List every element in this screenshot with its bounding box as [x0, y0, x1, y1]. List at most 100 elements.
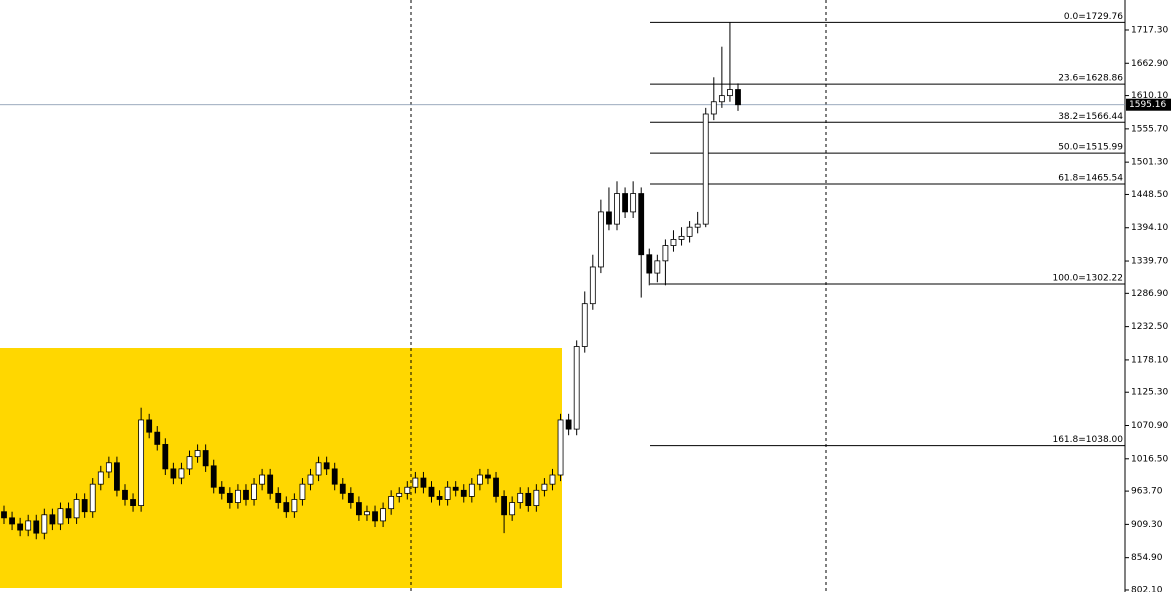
candle-body [702, 113, 709, 225]
candle-body [243, 489, 249, 500]
candle-body [202, 450, 209, 467]
candle-body [485, 474, 491, 479]
candle-body [638, 193, 645, 256]
candle-body [517, 492, 524, 503]
candle-body [218, 486, 225, 494]
current-price-label: 1595.16 [1129, 100, 1166, 110]
candle-body [1, 511, 7, 519]
candle-body [356, 502, 362, 516]
y-tick-label: 1178.10 [1131, 355, 1168, 365]
candle-body [299, 483, 306, 500]
y-tick-label: 1125.30 [1131, 388, 1168, 398]
fib-label: 38.2=1566.44 [1058, 112, 1123, 122]
candle-body [654, 260, 661, 274]
candle-body [662, 245, 669, 262]
candle-body [428, 486, 435, 497]
candle-body [25, 520, 32, 531]
highlight-zone [0, 348, 562, 588]
fib-label: 0.0=1729.76 [1064, 12, 1123, 22]
candle-body [622, 193, 628, 213]
candle-body [509, 502, 516, 516]
candle-body [130, 499, 136, 507]
candle-body [122, 489, 128, 500]
candle-body [694, 223, 701, 228]
candle-body [597, 211, 604, 268]
candle-body [315, 462, 322, 476]
candle-body [404, 486, 411, 494]
candle-body [194, 450, 201, 458]
candle-body [178, 468, 185, 479]
candle-body [331, 468, 338, 485]
y-tick-label: 963.70 [1131, 487, 1163, 497]
candle-body [565, 419, 572, 430]
candle-body [541, 483, 548, 491]
y-tick-label: 1501.30 [1131, 158, 1168, 168]
candle-body [501, 496, 507, 516]
candle-body [9, 517, 15, 525]
candle-body [138, 419, 145, 507]
candle-body [33, 520, 40, 534]
fib-label: 161.8=1038.00 [1052, 435, 1123, 445]
candle-body [283, 502, 290, 513]
candle-body [210, 465, 217, 488]
candle-body [420, 477, 427, 488]
candle-body [154, 431, 161, 445]
candle-body [49, 514, 56, 525]
candle-body [105, 462, 112, 473]
candle-body [291, 499, 298, 513]
y-tick-label: 802.10 [1131, 585, 1163, 592]
y-tick-label: 1016.50 [1131, 454, 1168, 464]
y-tick-label: 1070.90 [1131, 421, 1168, 431]
candle-body [162, 444, 169, 470]
candle-body [364, 511, 370, 516]
y-tick-label: 1339.70 [1131, 257, 1168, 267]
candle-body [549, 474, 556, 485]
y-tick-label: 1717.30 [1131, 25, 1168, 35]
candle-body [226, 492, 233, 503]
y-tick-label: 854.90 [1131, 553, 1163, 563]
candle-body [573, 346, 580, 430]
candle-body [735, 89, 741, 106]
fib-label: 23.6=1628.86 [1058, 74, 1123, 84]
candle-body [73, 499, 80, 519]
candle-body [81, 499, 88, 513]
fib-label: 100.0=1302.22 [1052, 273, 1123, 283]
candle-body [323, 462, 330, 470]
y-tick-label: 1555.70 [1131, 124, 1168, 134]
candle-body [460, 489, 467, 497]
candle-body [614, 193, 620, 225]
candle-body [97, 471, 104, 485]
candle-body [678, 235, 685, 240]
candle-body [436, 496, 443, 500]
candle-body [57, 508, 64, 525]
candle-body [170, 468, 177, 479]
candle-body [468, 483, 475, 497]
candle-body [718, 95, 725, 103]
candle-body [412, 477, 419, 488]
candle-body [606, 211, 612, 225]
candle-body [670, 239, 677, 246]
y-tick-label: 1394.10 [1131, 223, 1168, 233]
candle-body [533, 489, 540, 507]
candle-body [114, 462, 120, 491]
candle-body [372, 511, 378, 522]
candle-body [347, 492, 354, 503]
y-tick-label: 909.30 [1131, 520, 1163, 530]
y-tick-label: 1448.50 [1131, 190, 1168, 200]
candle-body [557, 419, 564, 476]
candle-body [589, 266, 596, 305]
candle-body [380, 508, 386, 522]
candle-body [646, 254, 653, 274]
candle-body [396, 492, 403, 497]
candle-body [146, 419, 153, 433]
candle-body [339, 483, 346, 494]
candle-body [476, 474, 483, 485]
candle-body [275, 492, 282, 503]
candle-body [17, 523, 24, 531]
candle-body [307, 474, 314, 485]
candle-body [686, 226, 693, 237]
y-tick-label: 1610.10 [1131, 91, 1168, 101]
candle-body [65, 508, 72, 519]
candle-body [41, 514, 48, 534]
